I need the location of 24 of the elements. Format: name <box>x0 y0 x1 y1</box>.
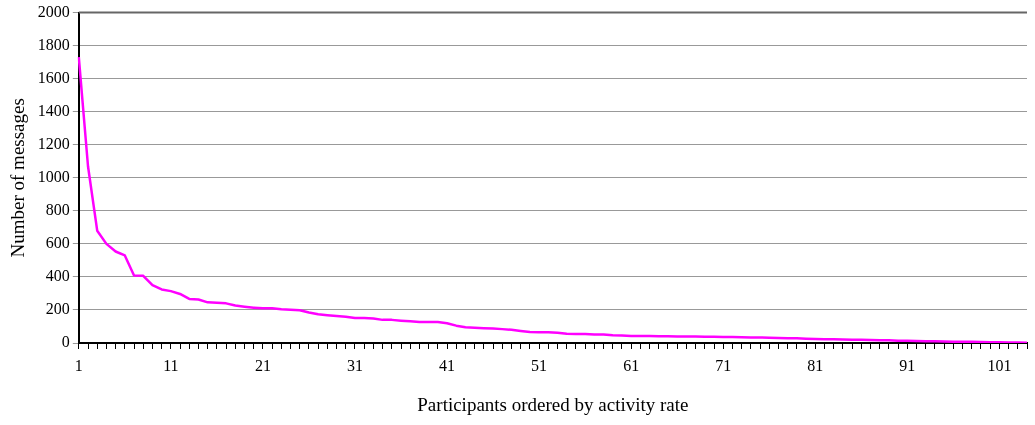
y-tick-label: 800 <box>45 201 70 219</box>
x-tick-label: 61 <box>623 356 640 374</box>
x-tick-label: 101 <box>987 356 1012 374</box>
x-tick-label: 1 <box>74 356 83 374</box>
y-axis-title: Number of messages <box>7 98 29 258</box>
x-tick-label: 21 <box>254 356 271 374</box>
x-tick-label: 51 <box>531 356 548 374</box>
y-tick-label: 2000 <box>37 2 70 20</box>
y-tick-label: 1200 <box>37 134 70 152</box>
x-tick-label: 81 <box>807 356 824 374</box>
x-tick-label: 31 <box>346 356 363 374</box>
y-tick-label: 1600 <box>37 68 70 86</box>
y-tick-label: 0 <box>61 333 70 351</box>
y-tick-label: 600 <box>45 234 70 252</box>
x-axis-title: Participants ordered by activity rate <box>417 393 689 415</box>
y-tick-label: 1000 <box>37 168 70 185</box>
x-tick-label: 11 <box>163 356 179 374</box>
y-tick-label: 1400 <box>37 101 70 119</box>
y-tick-label: 200 <box>45 300 70 318</box>
y-tick-label: 1800 <box>37 35 70 53</box>
x-tick-label: 41 <box>439 356 456 374</box>
x-tick-label: 91 <box>899 356 916 374</box>
x-tick-label: 71 <box>715 356 732 374</box>
y-tick-label: 400 <box>45 267 70 285</box>
